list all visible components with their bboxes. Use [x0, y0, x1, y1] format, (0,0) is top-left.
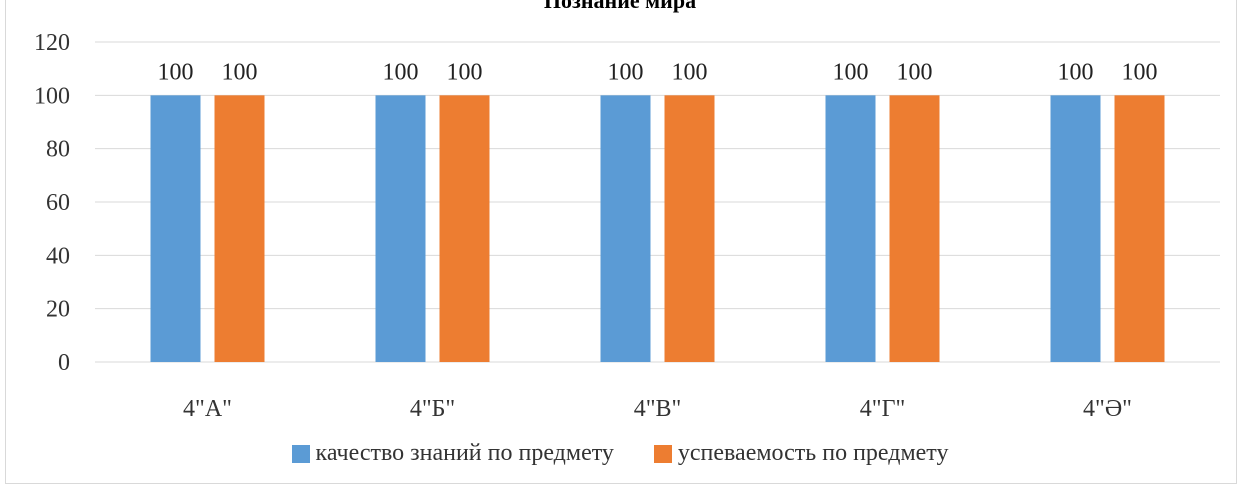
- data-label: 100: [1122, 59, 1158, 85]
- y-tick-label: 40: [46, 243, 70, 269]
- x-category-label: 4"А": [183, 396, 232, 422]
- x-category-label: 4"Б": [410, 396, 455, 422]
- bar: [375, 95, 426, 362]
- legend-item-performance: успеваемость по предмету: [653, 440, 949, 467]
- x-category-label: 4"Г": [860, 396, 905, 422]
- legend-swatch-performance: [653, 444, 672, 463]
- bar: [664, 95, 715, 362]
- bar: [439, 95, 490, 362]
- data-label: 100: [897, 59, 933, 85]
- x-category-label: 4"Ә": [1083, 396, 1132, 422]
- bar: [889, 95, 940, 362]
- data-label: 100: [1058, 59, 1094, 85]
- data-label: 100: [672, 59, 708, 85]
- y-tick-label: 60: [46, 190, 70, 216]
- y-tick-label: 80: [46, 137, 70, 163]
- data-label: 100: [833, 59, 869, 85]
- bar: [214, 95, 265, 362]
- legend-item-quality: качество знаний по предмету: [291, 440, 614, 467]
- bar: [1114, 95, 1165, 362]
- data-label: 100: [447, 59, 483, 85]
- bar: [150, 95, 201, 362]
- legend-label-quality: качество знаний по предмету: [315, 440, 614, 466]
- legend-swatch-quality: [291, 444, 310, 463]
- data-label: 100: [608, 59, 644, 85]
- chart-frame: [5, 0, 1237, 484]
- y-tick-label: 100: [34, 83, 70, 109]
- x-category-label: 4"В": [634, 396, 682, 422]
- data-label: 100: [158, 59, 194, 85]
- bar: [825, 95, 876, 362]
- y-tick-label: 0: [58, 350, 70, 376]
- bar: [600, 95, 651, 362]
- y-tick-label: 20: [46, 297, 70, 323]
- legend: качество знаний по предмету успеваемость…: [0, 440, 1240, 467]
- y-tick-label: 120: [34, 30, 70, 56]
- chart-title: Познание мира: [543, 0, 697, 13]
- data-label: 100: [383, 59, 419, 85]
- legend-label-performance: успеваемость по предмету: [677, 440, 949, 466]
- bar: [1050, 95, 1101, 362]
- data-label: 100: [222, 59, 258, 85]
